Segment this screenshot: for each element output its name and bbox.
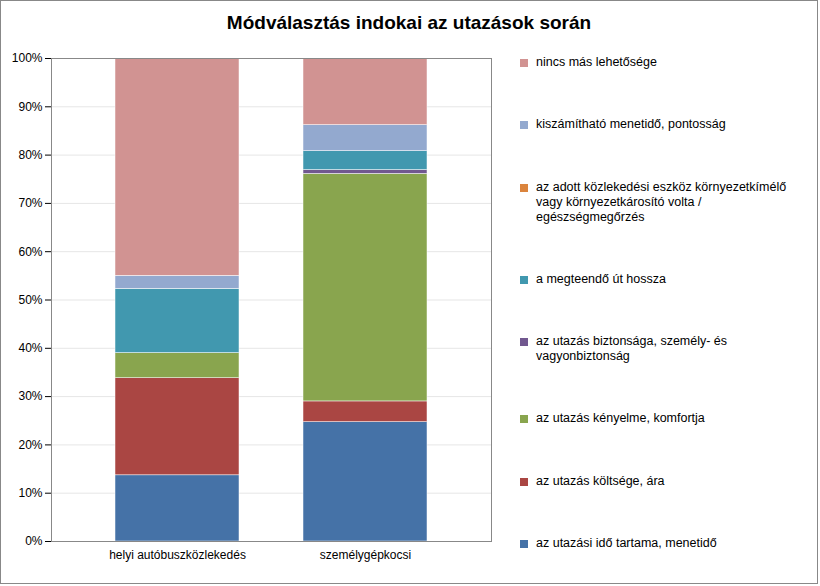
html-text:a megteendő út hossza: a megteendő út hossza <box>536 271 666 286</box>
svg-text:helyi autóbuszközlekedés: helyi autóbuszközlekedés <box>109 548 246 562</box>
svg-text:40%: 40% <box>18 341 42 355</box>
svg-text:0%: 0% <box>25 534 43 548</box>
svg-text:20%: 20% <box>18 438 42 452</box>
svg-text:70%: 70% <box>18 196 42 210</box>
svg-text:80%: 80% <box>18 148 42 162</box>
svg-text:100%: 100% <box>12 51 43 65</box>
svg-text:60%: 60% <box>18 245 42 259</box>
html-text:Módválasztás indokai az utazás: Módválasztás indokai az utazások során <box>226 12 592 33</box>
svg-text:10%: 10% <box>18 486 42 500</box>
html-text:az utazás költsége, ára: az utazás költsége, ára <box>536 473 665 488</box>
html-text:az utazás biztonsága, személy-: az utazás biztonsága, személy- és vagyon… <box>536 334 728 364</box>
html-text:az adott közlekedési eszköz kö: az adott közlekedési eszköz környezetkím… <box>536 179 787 224</box>
svg-text:30%: 30% <box>18 389 42 403</box>
html-text:az utazás kényelme, komfortja: az utazás kényelme, komfortja <box>536 411 705 426</box>
svg-text:50%: 50% <box>18 293 42 307</box>
svg-text:90%: 90% <box>18 100 42 114</box>
html-text:kiszámítható menetidő, pontoss: kiszámítható menetidő, pontosság <box>536 117 726 132</box>
html-text:az utazási idő tartama, meneti: az utazási idő tartama, menetidő <box>536 536 717 550</box>
html-text:nincs más lehetősége: nincs más lehetősége <box>536 55 657 69</box>
svg-text:személygépkocsi: személygépkocsi <box>320 548 411 562</box>
